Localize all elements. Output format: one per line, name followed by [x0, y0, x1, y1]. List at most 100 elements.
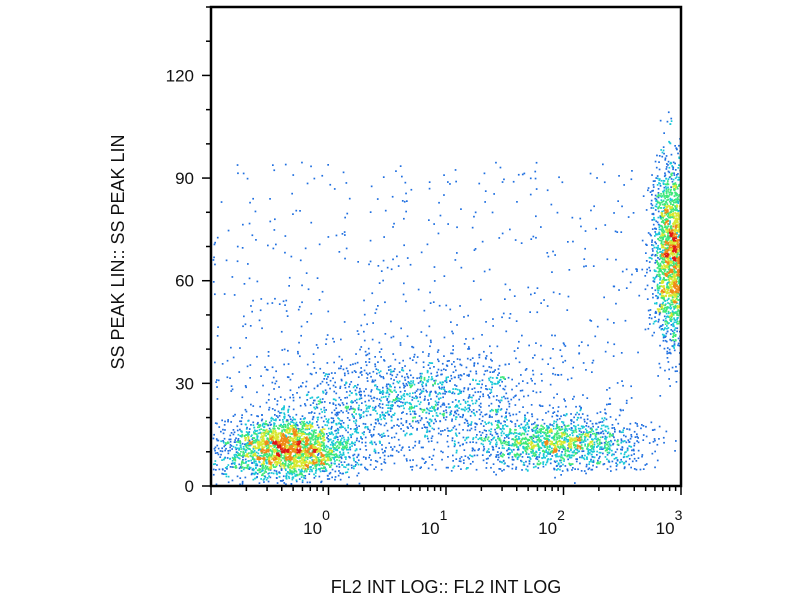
event-dot	[405, 432, 408, 435]
event-dot	[370, 441, 373, 444]
event-dot	[358, 391, 360, 394]
event-dot	[389, 390, 392, 393]
event-dot	[469, 454, 471, 457]
event-dot	[252, 424, 255, 426]
event-dot	[663, 286, 665, 289]
event-dot	[586, 422, 588, 425]
event-dot	[430, 390, 432, 393]
event-dot	[338, 411, 341, 414]
event-dot	[357, 408, 360, 411]
event-dot	[217, 439, 220, 442]
event-dot	[592, 460, 595, 463]
event-dot	[295, 428, 297, 431]
event-dot	[267, 424, 269, 427]
event-dot	[501, 461, 503, 464]
event-dot	[598, 421, 600, 424]
event-dot	[294, 467, 297, 470]
event-dot	[386, 398, 389, 400]
event-dot	[277, 427, 279, 429]
event-dot	[428, 412, 430, 415]
event-dot	[536, 425, 538, 428]
event-dot	[579, 462, 581, 465]
event-dot	[534, 435, 536, 438]
event-dot	[470, 410, 473, 413]
event-dot	[303, 465, 305, 467]
event-dot	[400, 398, 402, 400]
event-dot	[440, 450, 442, 453]
event-dot	[306, 456, 309, 459]
event-dot	[512, 448, 515, 451]
event-dot	[293, 463, 296, 466]
event-dot	[258, 440, 261, 443]
event-dot	[253, 462, 255, 464]
event-dot	[333, 447, 336, 449]
event-dot	[325, 418, 328, 420]
event-dot	[252, 451, 255, 453]
event-dot	[430, 372, 433, 375]
event-dot	[231, 462, 234, 465]
event-dot	[269, 445, 272, 447]
event-dot	[354, 441, 356, 444]
event-dot	[530, 442, 533, 444]
event-dot	[412, 392, 414, 394]
event-dot	[334, 444, 336, 446]
event-dot	[406, 393, 408, 395]
event-dot	[451, 439, 454, 442]
event-dot	[665, 430, 668, 433]
event-dot	[292, 459, 295, 462]
event-dot	[317, 447, 320, 449]
event-dot	[285, 452, 287, 455]
event-dot	[457, 413, 460, 416]
event-dot	[401, 375, 403, 378]
event-dot	[607, 427, 610, 430]
event-dot	[262, 432, 265, 435]
event-dot	[289, 378, 292, 381]
event-dot	[601, 436, 604, 438]
event-dot	[330, 421, 333, 424]
event-dot	[277, 459, 280, 462]
event-dot	[542, 449, 545, 452]
event-dot	[400, 405, 402, 407]
event-dot	[573, 421, 575, 424]
event-dot	[404, 390, 406, 392]
event-dot	[343, 447, 345, 450]
event-dot	[622, 440, 624, 443]
event-dot	[567, 439, 570, 441]
event-dot	[265, 441, 267, 444]
event-dot	[516, 456, 519, 459]
event-dot	[367, 373, 369, 376]
event-dot	[372, 400, 375, 402]
event-dot	[334, 476, 337, 478]
event-dot	[296, 473, 299, 476]
event-dot	[470, 424, 472, 426]
event-dot	[609, 432, 612, 435]
event-dot	[563, 438, 566, 441]
event-dot	[379, 414, 381, 416]
event-dot	[273, 388, 275, 390]
event-dot	[264, 458, 267, 461]
event-dot	[570, 420, 573, 422]
event-dot	[597, 445, 599, 447]
event-dot	[307, 438, 310, 440]
event-dot	[313, 441, 316, 444]
event-dot	[274, 457, 277, 460]
event-dot	[489, 443, 491, 445]
event-dot	[603, 447, 605, 450]
event-dot	[294, 426, 297, 428]
event-dot	[359, 393, 361, 396]
event-dot	[502, 424, 504, 427]
event-dot	[260, 443, 263, 446]
event-dot	[264, 475, 266, 478]
event-dot	[556, 438, 558, 440]
event-dot	[269, 424, 272, 426]
event-dot	[465, 437, 468, 440]
event-dot	[252, 445, 255, 448]
event-dot	[592, 456, 595, 458]
event-dot	[310, 442, 313, 445]
event-dot	[565, 437, 567, 440]
event-dot	[508, 403, 511, 405]
event-dot	[418, 442, 421, 444]
event-dot	[325, 381, 328, 384]
event-dot	[526, 423, 529, 425]
